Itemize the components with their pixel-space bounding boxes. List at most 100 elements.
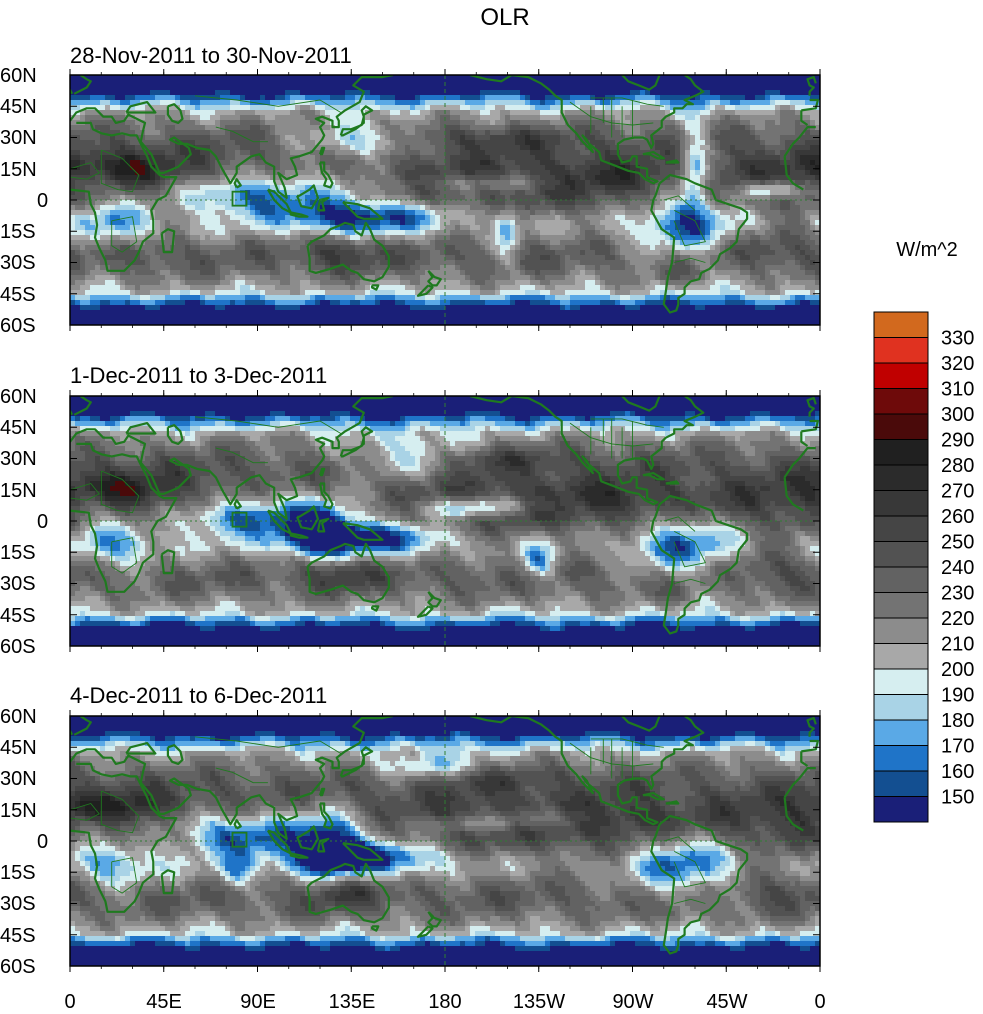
olr-cell (260, 486, 271, 492)
olr-cell (385, 170, 391, 176)
olr-cell (215, 160, 231, 166)
panel-2-ytick-label: 15N (0, 480, 37, 502)
olr-cell (325, 265, 331, 271)
olr-cell (775, 596, 791, 602)
olr-cell (325, 290, 366, 296)
olr-cell (520, 536, 551, 542)
olr-cell (530, 416, 541, 422)
olr-cell (235, 616, 246, 622)
olr-cell (390, 421, 396, 427)
olr-cell (495, 195, 506, 201)
olr-cell (275, 305, 301, 311)
olr-cell (115, 481, 126, 487)
olr-cell (315, 586, 336, 592)
olr-cell (300, 245, 311, 251)
olr-cell (710, 496, 731, 502)
olr-cell (375, 145, 386, 151)
olr-cell (510, 441, 556, 447)
olr-cell (650, 521, 671, 527)
olr-cell (310, 240, 326, 246)
olr-cell (500, 160, 516, 166)
olr-cell (220, 521, 231, 527)
olr-cell (540, 145, 546, 151)
olr-cell (520, 501, 526, 507)
olr-cell (465, 591, 476, 597)
olr-cell (510, 546, 516, 552)
olr-cell (530, 105, 536, 111)
olr-cell (195, 456, 216, 462)
olr-cell (520, 95, 526, 101)
olr-cell (130, 511, 151, 517)
olr-cell (695, 486, 721, 492)
olr-cell (705, 200, 711, 206)
olr-cell (420, 461, 431, 467)
olr-cell (460, 185, 471, 191)
olr-cell (510, 170, 521, 176)
olr-cell (465, 210, 486, 216)
olr-cell (70, 180, 76, 186)
olr-cell (375, 506, 391, 512)
olr-cell (235, 461, 246, 467)
olr-cell (165, 581, 201, 587)
olr-cell (695, 215, 701, 221)
olr-cell (70, 556, 101, 562)
olr-cell (235, 190, 241, 196)
olr-cell (800, 541, 820, 547)
olr-cell (80, 255, 86, 261)
olr-cell (445, 571, 471, 577)
olr-cell (305, 200, 311, 206)
olr-cell (495, 105, 506, 111)
olr-cell (480, 436, 486, 442)
olr-cell (290, 265, 296, 271)
olr-cell (695, 170, 701, 176)
olr-cell (360, 255, 386, 261)
olr-cell (505, 551, 511, 557)
olr-cell (340, 255, 361, 261)
olr-cell (700, 456, 726, 462)
olr-cell (460, 511, 466, 517)
olr-cell (800, 576, 811, 582)
olr-cell (810, 536, 820, 542)
olr-cell (130, 165, 146, 171)
olr-cell (720, 100, 731, 106)
olr-cell (380, 591, 401, 597)
olr-cell (575, 220, 591, 226)
olr-cell (560, 105, 581, 111)
olr-cell (705, 416, 711, 422)
olr-cell (735, 170, 746, 176)
olr-cell (355, 245, 376, 251)
olr-cell (235, 466, 241, 472)
olr-cell (740, 210, 751, 216)
olr-cell (520, 506, 526, 512)
olr-cell (665, 616, 676, 622)
olr-cell (665, 300, 681, 306)
coastline (289, 211, 309, 218)
olr-cell (630, 531, 641, 537)
olr-cell (270, 466, 291, 472)
olr-cell (240, 190, 246, 196)
olr-cell (170, 566, 186, 572)
olr-cell (340, 245, 356, 251)
olr-cell (415, 571, 426, 577)
olr-cell (375, 436, 381, 442)
olr-cell (530, 280, 541, 286)
olr-cell (275, 300, 306, 306)
olr-cell (85, 280, 106, 286)
olr-cell (70, 240, 111, 246)
olr-cell (225, 145, 241, 151)
olr-cell (365, 421, 391, 427)
olr-cell (515, 300, 531, 306)
olr-cell (470, 290, 481, 296)
olr-cell (645, 521, 651, 527)
olr-cell (365, 511, 371, 517)
olr-cell (225, 210, 236, 216)
olr-cell (450, 501, 481, 507)
olr-cell (755, 220, 766, 226)
olr-cell (70, 125, 91, 131)
olr-cell (560, 426, 571, 432)
olr-cell (425, 295, 436, 301)
olr-cell (215, 230, 226, 236)
olr-cell (470, 105, 486, 111)
olr-cell (535, 516, 556, 522)
olr-cell (455, 245, 481, 251)
